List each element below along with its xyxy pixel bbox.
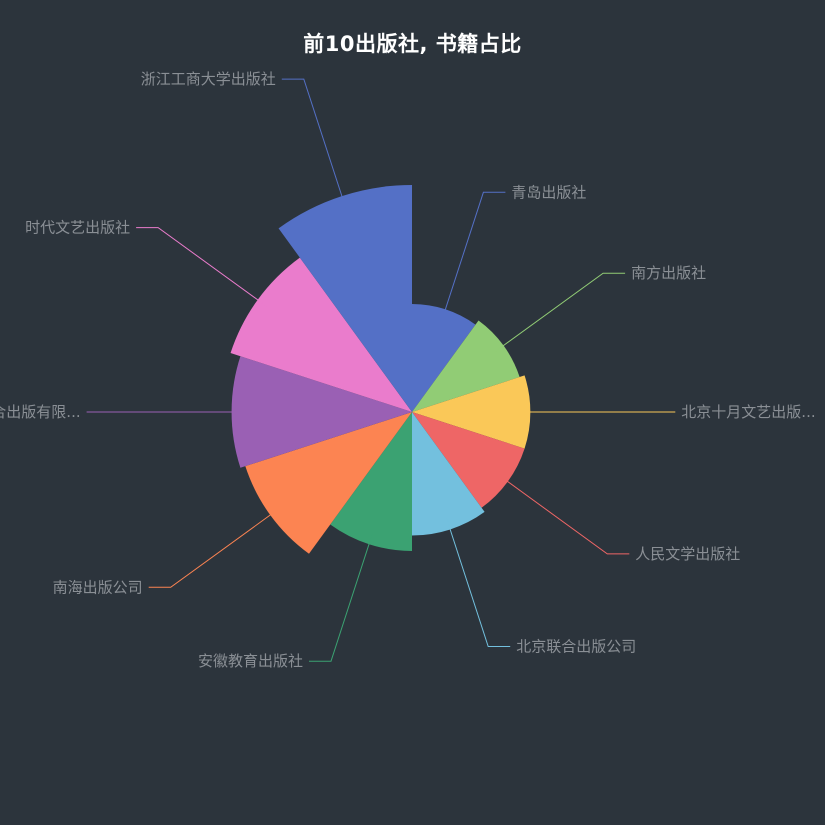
slice-6[interactable] [330,412,412,552]
slice-8[interactable] [231,356,412,468]
leader-line-9 [136,227,268,308]
leader-line-2 [493,272,626,353]
slices-group [230,185,531,554]
leader-lines-group [86,78,676,662]
slice-5[interactable] [412,412,485,536]
slice-label-4: 人民文学出版社 [635,545,740,563]
slice-label-2: 南方出版社 [631,264,706,282]
leader-line-6 [309,532,374,662]
leader-line-10 [281,78,347,208]
slice-label-7: 南海出版公司 [53,578,143,596]
slice-4[interactable] [412,412,525,508]
slice-label-10: 浙江工商大学出版社 [141,70,276,88]
leader-line-5 [446,517,511,647]
leader-line-1 [441,191,506,321]
slice-label-9: 时代文艺出版社 [25,219,130,237]
leader-line-4 [497,474,630,555]
slice-7[interactable] [245,412,412,554]
slice-1[interactable] [412,304,476,412]
slice-label-8: 北京联合出版有限... [0,403,81,421]
leader-line-7 [148,507,281,588]
slice-label-3: 北京十月文艺出版... [681,403,815,421]
slice-label-5: 北京联合出版公司 [516,638,636,656]
slice-label-1: 青岛出版社 [511,183,586,201]
slice-10[interactable] [278,185,412,412]
slice-3[interactable] [412,375,531,449]
chart-title: 前10出版社, 书籍占比 [303,32,522,56]
slice-label-6: 安徽教育出版社 [198,652,303,670]
slice-9[interactable] [230,257,412,412]
slice-2[interactable] [412,320,520,412]
